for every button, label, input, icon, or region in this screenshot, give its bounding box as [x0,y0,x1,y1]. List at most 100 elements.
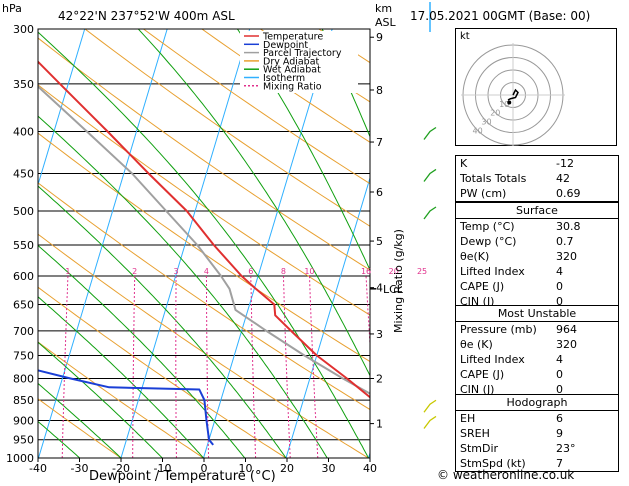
panel-row: Lifted Index 4 [456,352,618,367]
legend-item: Mixing Ratio [263,81,322,92]
row-value: 0 [556,368,563,381]
mixing-ratio-labels: 1 2 3 4 6 8 10 16 20 25 [65,267,427,276]
row-label: StmDir [460,442,499,455]
lcl-label: LCL [383,283,404,296]
legend-item: Wet Adiabat [263,65,321,76]
row-label: CAPE (J) [460,280,505,293]
pressure-tick-label: 600 [13,270,34,283]
most-unstable-panel: Most Unstable Pressure (mb) 964 θe (K) 320 Li… [455,305,619,398]
panel-row: θe(K) 320 [456,249,618,264]
row-label: CIN (J) [460,295,495,308]
pressure-tick-label: 800 [13,372,34,385]
panel-row: CIN (J) 0 [456,294,618,309]
hodograph-line [507,88,519,101]
dewpoint-line [38,369,214,446]
km-tick-label: 4 [376,282,383,295]
row-label: Lifted Index [460,353,525,366]
mixing-ratio-label: 3 [174,267,179,276]
indices-panel: K -12 Totals Totals 42 PW (cm) 0.69 [455,155,619,202]
km-tick-label: 5 [376,235,383,248]
mixing-ratio-label: 2 [132,267,137,276]
row-label: K [460,157,468,170]
dry-adiabat [84,29,370,227]
mixing-ratio-label: 1 [65,267,70,276]
x-tick-label: -40 [29,462,47,475]
row-value: 0 [556,295,563,308]
wet-adiabat [38,115,328,458]
pressure-tick-label: 300 [13,23,34,36]
panel-row: StmDir 23° [456,441,618,456]
km-tick-label: 9 [376,31,383,44]
row-value: 7 [556,457,563,470]
dry-adiabat [38,341,204,458]
temperature-line [38,60,370,399]
panel-row: Temp (°C) 30.8 [456,219,618,234]
mixing-ratio-line [422,276,438,458]
y-right-axis-label: Mixing Ratio (g/kg) [392,229,405,333]
row-label: CAPE (J) [460,368,505,381]
panel-row: CAPE (J) 0 [456,279,618,294]
row-value: 964 [556,323,577,336]
x-tick-label: 30 [322,462,336,475]
hodograph-ring-label: 40 [473,126,483,135]
mixing-ratio-label: 20 [389,267,399,276]
pressure-tick-label: 850 [13,394,34,407]
wet-adiabat [38,296,204,458]
row-value: 23° [556,442,576,455]
dry-adiabat [38,398,122,458]
datetime: 17.05.2021 00GMT (Base: 00) [410,9,591,23]
row-label: Pressure (mb) [460,323,537,336]
row-value: 0.69 [556,187,581,200]
panel-row: CAPE (J) 0 [456,367,618,382]
mixing-ratio-line [132,275,136,458]
pressure-tick-label: 750 [13,349,34,362]
wet-adiabat [38,31,369,458]
wet-adiabat [137,29,370,377]
copyright: © weatheronline.co.uk [437,468,575,482]
legend-item: Dewpoint [263,40,308,51]
km-tick-label: 3 [376,328,383,341]
hodograph-trace [507,88,519,105]
km-tick-label: 1 [376,418,383,431]
row-value: 320 [556,250,577,263]
km-tick-label: 2 [376,372,383,385]
hodograph-ring-label: 10 [499,100,509,109]
row-label: θe(K) [460,250,490,263]
parcel-trajectory-line [38,85,370,395]
x-axis-label: Dewpoint / Temperature (°C) [89,469,276,484]
panel-row: K -12 [456,156,618,171]
row-value: 9 [556,427,563,440]
hodograph-ring-label: 30 [481,118,491,127]
x-tick-label: 20 [280,462,294,475]
dry-adiabat [38,132,370,363]
isotherm-line [203,29,333,458]
isotherm-line [38,29,168,458]
panel-row: PW (cm) 0.69 [456,186,618,201]
row-label: StmSpd (kt) [460,457,526,470]
wind-barbs [423,2,437,429]
wind-barb [423,206,437,220]
hodograph-unit: kt [460,31,470,42]
x-tick-label: 10 [239,462,253,475]
axes: 1 2 3 4 6 8 10 16 20 2530035040045050055060065070… [6,23,427,475]
mixing-ratio-line [309,275,319,458]
wet-adiabat [38,382,122,458]
legend-item: Temperature [262,32,323,43]
mixing-ratio-label: 4 [204,267,209,276]
mixing-ratio-label: 16 [361,267,371,276]
pressure-tick-label: 450 [13,167,34,180]
panel-row: Pressure (mb) 964 [456,322,618,337]
mixing-ratio-line [61,275,69,458]
background-lines [38,29,438,458]
pressure-tick-label: 500 [13,205,34,218]
row-label: θe (K) [460,338,493,351]
panel-row: EH 6 [456,411,618,426]
station-title: 42°22'N 237°52'W 400m ASL [58,9,235,23]
panel-title: Most Unstable [456,306,618,322]
row-label: EH [460,412,476,425]
panel-row: Totals Totals 42 [456,171,618,186]
row-label: Totals Totals [460,172,527,185]
panel-title: Surface [456,203,618,219]
x-tick-label: -10 [154,462,172,475]
